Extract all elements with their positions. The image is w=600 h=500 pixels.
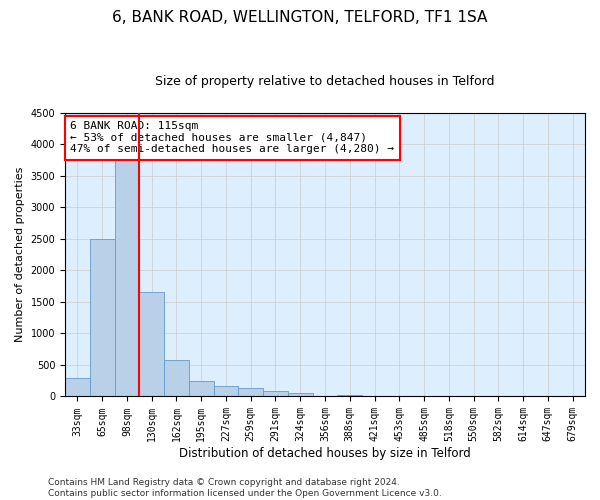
Bar	[65, 378, 90, 396]
Text: 6 BANK ROAD: 115sqm
← 53% of detached houses are smaller (4,847)
47% of semi-det: 6 BANK ROAD: 115sqm ← 53% of detached ho…	[70, 122, 394, 154]
Y-axis label: Number of detached properties: Number of detached properties	[15, 167, 25, 342]
Text: 6, BANK ROAD, WELLINGTON, TELFORD, TF1 1SA: 6, BANK ROAD, WELLINGTON, TELFORD, TF1 1…	[112, 10, 488, 25]
Title: Size of property relative to detached houses in Telford: Size of property relative to detached ho…	[155, 75, 495, 88]
Text: Contains HM Land Registry data © Crown copyright and database right 2024.
Contai: Contains HM Land Registry data © Crown c…	[48, 478, 442, 498]
Bar	[263, 391, 288, 396]
Bar	[164, 360, 189, 397]
Bar	[238, 388, 263, 396]
Bar	[288, 394, 313, 396]
Bar	[115, 157, 139, 396]
Bar	[139, 292, 164, 397]
X-axis label: Distribution of detached houses by size in Telford: Distribution of detached houses by size …	[179, 447, 471, 460]
Bar	[337, 394, 362, 396]
Bar	[90, 239, 115, 396]
Bar	[214, 386, 238, 396]
Bar	[189, 382, 214, 396]
